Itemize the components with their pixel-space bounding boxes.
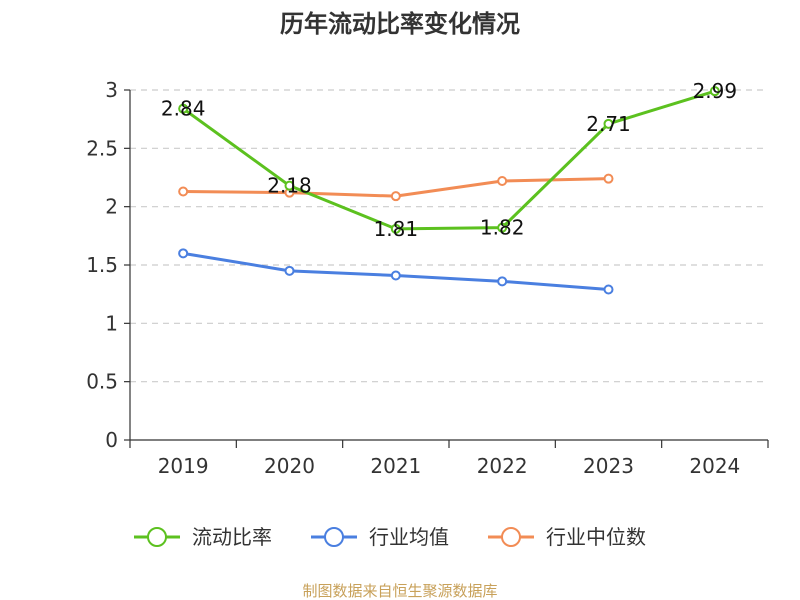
legend-label-0[interactable]: 流动比率	[192, 525, 272, 549]
series-line-0	[181, 89, 717, 231]
point-0-2020[interactable]	[284, 180, 295, 191]
data-label-2022: 1.82	[480, 216, 525, 240]
y-tick-label-3: 1.5	[86, 253, 118, 277]
legend: 流动比率 行业均值 行业中位数	[134, 525, 646, 549]
axes: 0 0.5 1 1.5 2 2.5 3 2019 2020 2021 2022 2023 2024	[86, 78, 769, 478]
chart-title: 历年流动比率变化情况	[280, 10, 520, 38]
x-tick-label-2023: 2023	[583, 454, 634, 478]
y-tick-label-1: 0.5	[86, 370, 118, 394]
point-0-2019[interactable]	[178, 103, 189, 114]
point-1-2021[interactable]	[390, 270, 401, 281]
y-tick-label-5: 2.5	[86, 136, 118, 160]
point-0-2023[interactable]	[603, 118, 614, 129]
source-note: 制图数据来自恒生聚源数据库	[302, 582, 497, 600]
point-0-2021[interactable]	[390, 223, 401, 234]
x-tick-label-2021: 2021	[370, 454, 421, 478]
x-tick-label-2024: 2024	[689, 454, 740, 478]
point-1-2023[interactable]	[603, 284, 614, 295]
data-labels: 2.84 2.18 1.81 1.82 2.71 2.99	[161, 79, 737, 241]
point-2-2019[interactable]	[178, 186, 189, 197]
point-0-2022[interactable]	[497, 222, 508, 233]
legend-marker-2[interactable]	[501, 527, 521, 547]
point-1-2020[interactable]	[284, 265, 295, 276]
y-tick-label-0: 0	[105, 428, 118, 452]
y-tick-label-6: 3	[105, 78, 118, 102]
point-1-2022[interactable]	[497, 276, 508, 287]
x-tick-label-2020: 2020	[264, 454, 315, 478]
point-2-2022[interactable]	[497, 176, 508, 186]
legend-label-2[interactable]: 行业中位数	[546, 525, 646, 549]
data-label-2020: 2.18	[267, 174, 312, 198]
y-tick-label-2: 1	[105, 311, 118, 335]
point-1-2019[interactable]	[178, 248, 189, 259]
y-tick-label-4: 2	[105, 195, 118, 219]
grid-lines	[130, 89, 768, 383]
series-lines	[178, 86, 720, 295]
data-label-2024: 2.99	[693, 79, 738, 103]
legend-marker-1[interactable]	[324, 527, 344, 547]
point-0-2024[interactable]	[709, 86, 720, 97]
x-tick-label-2019: 2019	[158, 454, 209, 478]
data-label-2023: 2.71	[586, 112, 631, 136]
data-label-2019: 2.84	[161, 97, 206, 121]
data-label-2021: 1.81	[374, 217, 419, 241]
legend-marker-0[interactable]	[147, 527, 167, 547]
point-2-2023[interactable]	[603, 173, 614, 184]
x-tick-label-2022: 2022	[477, 454, 528, 478]
legend-label-1[interactable]: 行业均值	[369, 525, 449, 549]
point-2-2021[interactable]	[390, 191, 401, 202]
